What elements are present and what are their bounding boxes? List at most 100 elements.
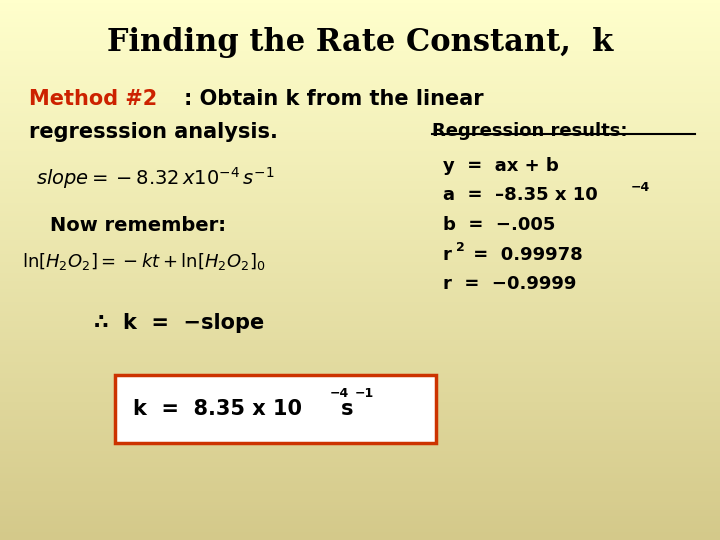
Bar bbox=[0, 76, 720, 78]
Bar bbox=[0, 0, 720, 3]
Text: $\mathit{slope} = -8.32\,x10^{-4}\,s^{-1}$: $\mathit{slope} = -8.32\,x10^{-4}\,s^{-1… bbox=[36, 165, 274, 191]
Text: $\ln[H_2O_2] = -kt + \ln[H_2O_2]_0$: $\ln[H_2O_2] = -kt + \ln[H_2O_2]_0$ bbox=[22, 251, 265, 272]
Bar bbox=[0, 273, 720, 275]
Bar bbox=[0, 435, 720, 437]
Bar bbox=[0, 89, 720, 92]
Bar bbox=[0, 105, 720, 108]
Bar bbox=[0, 94, 720, 97]
Bar bbox=[0, 38, 720, 40]
Bar bbox=[0, 73, 720, 76]
Bar bbox=[0, 437, 720, 440]
Bar bbox=[0, 140, 720, 143]
Bar bbox=[0, 294, 720, 297]
Bar bbox=[0, 305, 720, 308]
Bar bbox=[0, 340, 720, 343]
Bar bbox=[0, 424, 720, 427]
Bar bbox=[0, 497, 720, 500]
Bar bbox=[0, 14, 720, 16]
Bar bbox=[0, 300, 720, 302]
Bar bbox=[0, 68, 720, 70]
Bar bbox=[0, 62, 720, 65]
Bar bbox=[0, 113, 720, 116]
Bar bbox=[0, 232, 720, 235]
Bar bbox=[0, 103, 720, 105]
Bar bbox=[0, 448, 720, 451]
Bar bbox=[0, 138, 720, 140]
Bar bbox=[0, 500, 720, 502]
Bar bbox=[0, 405, 720, 408]
Bar bbox=[0, 132, 720, 135]
Bar bbox=[0, 354, 720, 356]
Bar bbox=[0, 173, 720, 176]
Bar bbox=[0, 367, 720, 370]
Bar bbox=[0, 151, 720, 154]
Bar bbox=[0, 524, 720, 526]
Bar bbox=[0, 92, 720, 94]
Text: : Obtain k from the linear: : Obtain k from the linear bbox=[184, 89, 483, 109]
Bar bbox=[0, 135, 720, 138]
Bar bbox=[0, 394, 720, 397]
Bar bbox=[0, 392, 720, 394]
Bar bbox=[0, 181, 720, 184]
Bar bbox=[0, 213, 720, 216]
Bar bbox=[0, 375, 720, 378]
Bar bbox=[0, 240, 720, 243]
Bar bbox=[0, 319, 720, 321]
Bar bbox=[0, 267, 720, 270]
Bar bbox=[0, 510, 720, 513]
Bar bbox=[0, 16, 720, 19]
Bar bbox=[0, 535, 720, 537]
Bar bbox=[0, 246, 720, 248]
Bar bbox=[0, 338, 720, 340]
Bar bbox=[0, 389, 720, 392]
Bar bbox=[0, 116, 720, 119]
Bar bbox=[0, 475, 720, 478]
Bar bbox=[0, 302, 720, 305]
Bar bbox=[0, 446, 720, 448]
Bar bbox=[0, 5, 720, 8]
Bar bbox=[0, 146, 720, 148]
Bar bbox=[0, 456, 720, 459]
Bar bbox=[0, 165, 720, 167]
Bar bbox=[0, 192, 720, 194]
Bar bbox=[0, 332, 720, 335]
Bar bbox=[0, 381, 720, 383]
Bar bbox=[0, 462, 720, 464]
Bar bbox=[0, 470, 720, 472]
Bar bbox=[0, 3, 720, 5]
FancyBboxPatch shape bbox=[115, 375, 436, 443]
Bar bbox=[0, 402, 720, 405]
Bar bbox=[0, 127, 720, 130]
Bar bbox=[0, 186, 720, 189]
Bar bbox=[0, 467, 720, 470]
Bar bbox=[0, 178, 720, 181]
Bar bbox=[0, 454, 720, 456]
Bar bbox=[0, 292, 720, 294]
Bar bbox=[0, 202, 720, 205]
Bar bbox=[0, 505, 720, 508]
Bar bbox=[0, 278, 720, 281]
Bar bbox=[0, 464, 720, 467]
Bar bbox=[0, 529, 720, 532]
Bar bbox=[0, 286, 720, 289]
Bar bbox=[0, 227, 720, 229]
Bar bbox=[0, 159, 720, 162]
Bar bbox=[0, 8, 720, 11]
Bar bbox=[0, 481, 720, 483]
Bar bbox=[0, 416, 720, 418]
Bar bbox=[0, 154, 720, 157]
Text: −4: −4 bbox=[330, 387, 349, 401]
Bar bbox=[0, 184, 720, 186]
Bar bbox=[0, 157, 720, 159]
Bar bbox=[0, 313, 720, 316]
Bar bbox=[0, 130, 720, 132]
Bar bbox=[0, 478, 720, 481]
Text: s: s bbox=[341, 399, 353, 419]
Bar bbox=[0, 508, 720, 510]
Bar bbox=[0, 122, 720, 124]
Bar bbox=[0, 289, 720, 292]
Bar bbox=[0, 429, 720, 432]
Bar bbox=[0, 494, 720, 497]
Bar bbox=[0, 11, 720, 14]
Bar bbox=[0, 281, 720, 284]
